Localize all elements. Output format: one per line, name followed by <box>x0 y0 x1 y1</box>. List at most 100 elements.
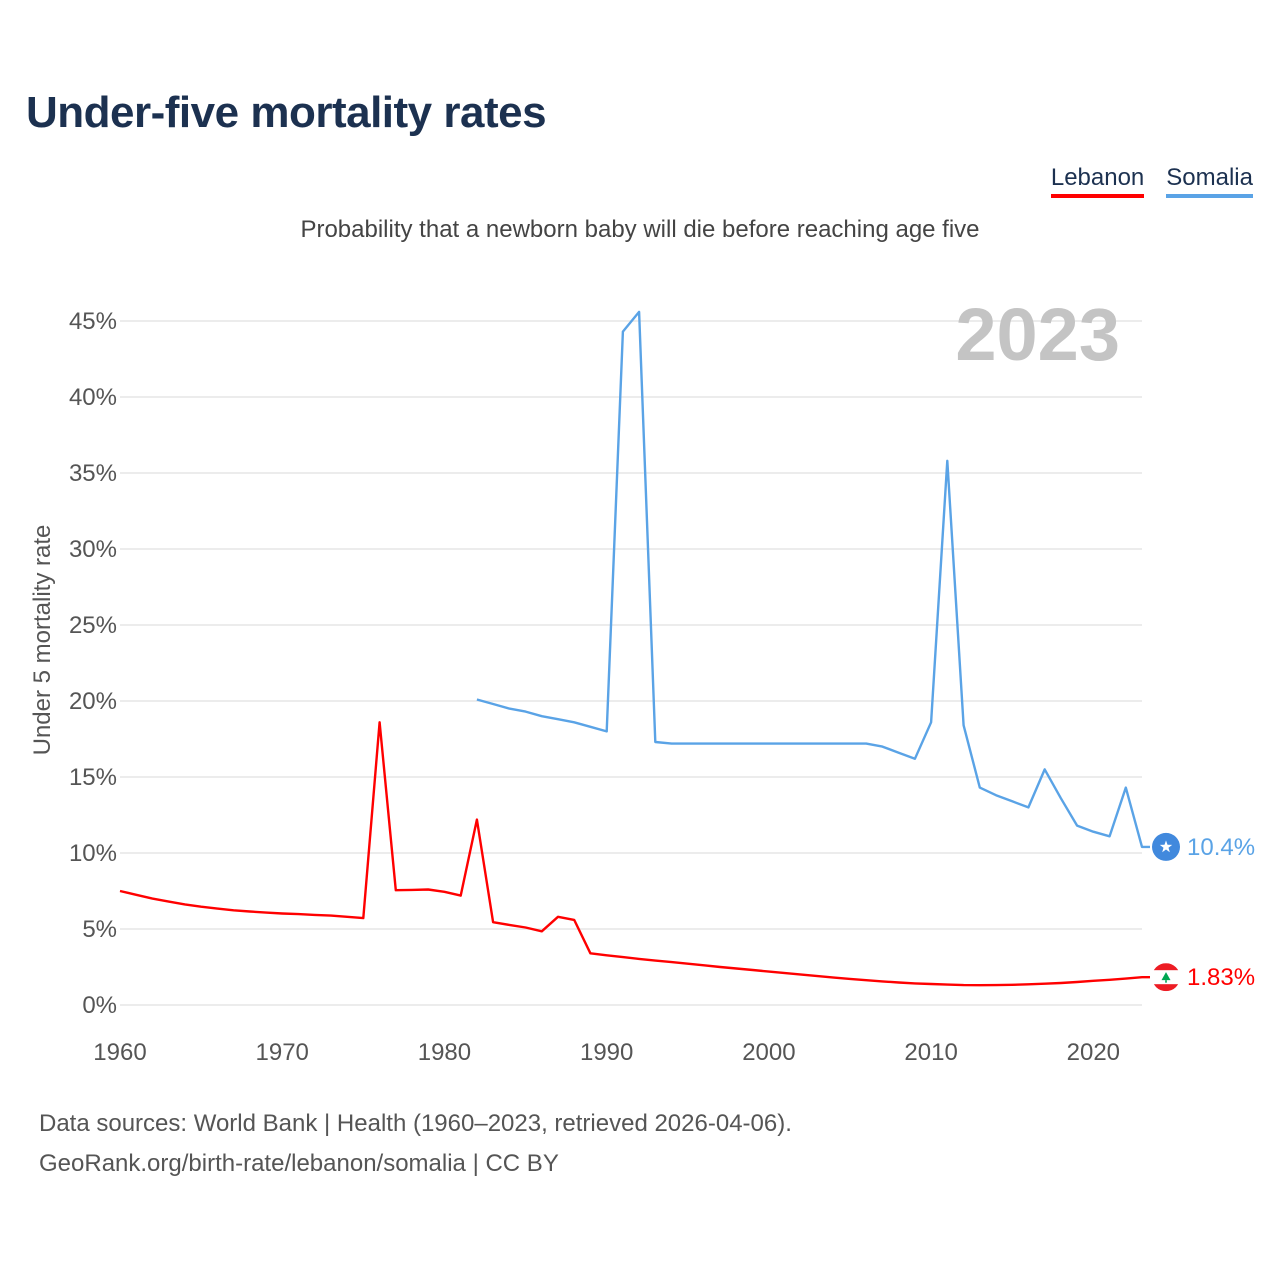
data-point-somalia <box>977 785 983 791</box>
series-line-somalia[interactable] <box>476 310 1150 849</box>
data-point-lebanon <box>166 899 172 905</box>
data-point-somalia <box>474 696 480 702</box>
data-point-somalia <box>490 701 496 707</box>
data-point-lebanon <box>669 959 675 965</box>
data-point-lebanon <box>1074 979 1080 985</box>
data-point-lebanon <box>652 958 658 964</box>
data-point-lebanon <box>879 978 885 984</box>
data-point-lebanon <box>571 917 577 923</box>
data-point-lebanon <box>198 904 204 910</box>
data-point-lebanon <box>458 893 464 899</box>
data-point-somalia <box>1009 798 1015 804</box>
data-point-lebanon <box>1123 976 1129 982</box>
series-lines <box>117 309 1150 988</box>
data-point-somalia <box>555 716 561 722</box>
data-point-lebanon <box>587 950 593 956</box>
data-point-lebanon <box>815 973 821 979</box>
data-point-lebanon <box>685 961 691 967</box>
y-tick-label: 10% <box>69 840 117 867</box>
data-point-lebanon <box>798 972 804 978</box>
data-point-somalia <box>539 713 545 719</box>
data-point-lebanon <box>620 954 626 960</box>
data-point-somalia <box>782 741 788 747</box>
data-point-lebanon <box>1009 982 1015 988</box>
data-point-somalia <box>879 744 885 750</box>
data-point-lebanon <box>604 952 610 958</box>
year-label: 2023 <box>955 293 1120 376</box>
data-point-lebanon <box>539 928 545 934</box>
data-point-lebanon <box>377 719 383 725</box>
data-point-somalia <box>766 741 772 747</box>
y-tick-label: 15% <box>69 764 117 791</box>
y-tick-label: 30% <box>69 536 117 563</box>
chart-subtitle: Probability that a newborn baby will die… <box>300 216 980 243</box>
data-point-somalia <box>944 458 950 464</box>
data-point-lebanon <box>117 888 123 894</box>
data-point-somalia <box>815 741 821 747</box>
data-point-lebanon <box>360 915 366 921</box>
source-line-2[interactable]: GeoRank.org/birth-rate/lebanon/somalia |… <box>39 1150 559 1177</box>
legend-item-lebanon[interactable]: Lebanon <box>1050 164 1145 198</box>
data-point-lebanon <box>717 964 723 970</box>
data-point-lebanon <box>912 980 918 986</box>
data-point-lebanon <box>847 976 853 982</box>
data-point-lebanon <box>214 906 220 912</box>
data-point-lebanon <box>555 914 561 920</box>
data-point-lebanon <box>247 909 253 915</box>
data-point-somalia <box>620 329 626 335</box>
data-point-lebanon <box>1090 978 1096 984</box>
legend-item-somalia[interactable]: Somalia <box>1166 164 1253 198</box>
data-point-somalia <box>1107 833 1113 839</box>
data-point-lebanon <box>279 910 285 916</box>
x-tick-label: 1960 <box>93 1039 146 1066</box>
y-tick-label: 0% <box>82 992 117 1019</box>
series-line-lebanon[interactable] <box>119 721 1150 987</box>
chart-title: Under-five mortality rates <box>26 88 547 137</box>
data-point-somalia <box>912 756 918 762</box>
data-point-somalia <box>669 741 675 747</box>
data-point-lebanon <box>701 962 707 968</box>
x-tick-label: 2000 <box>742 1039 795 1066</box>
data-point-lebanon <box>636 956 642 962</box>
data-point-lebanon <box>393 887 399 893</box>
data-point-somalia <box>847 741 853 747</box>
y-axis-ticks: 0% 5% 10% 15% 20% 25% 30% 35% 40% 45% <box>69 308 117 1019</box>
data-point-somalia <box>961 722 967 728</box>
data-point-somalia <box>701 741 707 747</box>
lebanon-flag-icon <box>1152 963 1180 992</box>
data-point-lebanon <box>961 982 967 988</box>
x-tick-label: 2010 <box>904 1039 957 1066</box>
data-point-lebanon <box>766 969 772 975</box>
data-point-somalia <box>685 741 691 747</box>
y-tick-label: 5% <box>82 916 117 943</box>
data-point-somalia <box>1090 829 1096 835</box>
data-point-somalia <box>636 309 642 315</box>
data-point-lebanon <box>831 975 837 981</box>
data-point-lebanon <box>344 914 350 920</box>
series-end-markers: 1.83% 10.4% <box>1152 832 1255 992</box>
x-axis-ticks: 1960 1970 1980 1990 2000 2010 2020 <box>93 1039 1120 1066</box>
data-source: Data sources: World Bank | Health (1960–… <box>39 1104 792 1184</box>
source-line-1: Data sources: World Bank | Health (1960–… <box>39 1110 792 1137</box>
end-value-label-lebanon: 1.83% <box>1187 964 1255 991</box>
legend: Lebanon Somalia <box>1050 164 1253 198</box>
data-point-somalia <box>1058 795 1064 801</box>
data-point-lebanon <box>263 910 269 916</box>
data-point-somalia <box>896 750 902 756</box>
data-point-lebanon <box>993 982 999 988</box>
data-point-lebanon <box>523 924 529 930</box>
data-point-somalia <box>604 728 610 734</box>
data-point-lebanon <box>1139 974 1145 980</box>
data-point-lebanon <box>733 966 739 972</box>
data-point-lebanon <box>312 912 318 918</box>
data-point-lebanon <box>782 970 788 976</box>
x-tick-label: 1980 <box>418 1039 471 1066</box>
y-tick-label: 40% <box>69 384 117 411</box>
data-point-somalia <box>717 741 723 747</box>
data-point-lebanon <box>490 919 496 925</box>
x-tick-label: 2020 <box>1067 1039 1120 1066</box>
x-tick-label: 1970 <box>256 1039 309 1066</box>
data-point-lebanon <box>133 892 139 898</box>
gridlines <box>120 320 1142 1006</box>
